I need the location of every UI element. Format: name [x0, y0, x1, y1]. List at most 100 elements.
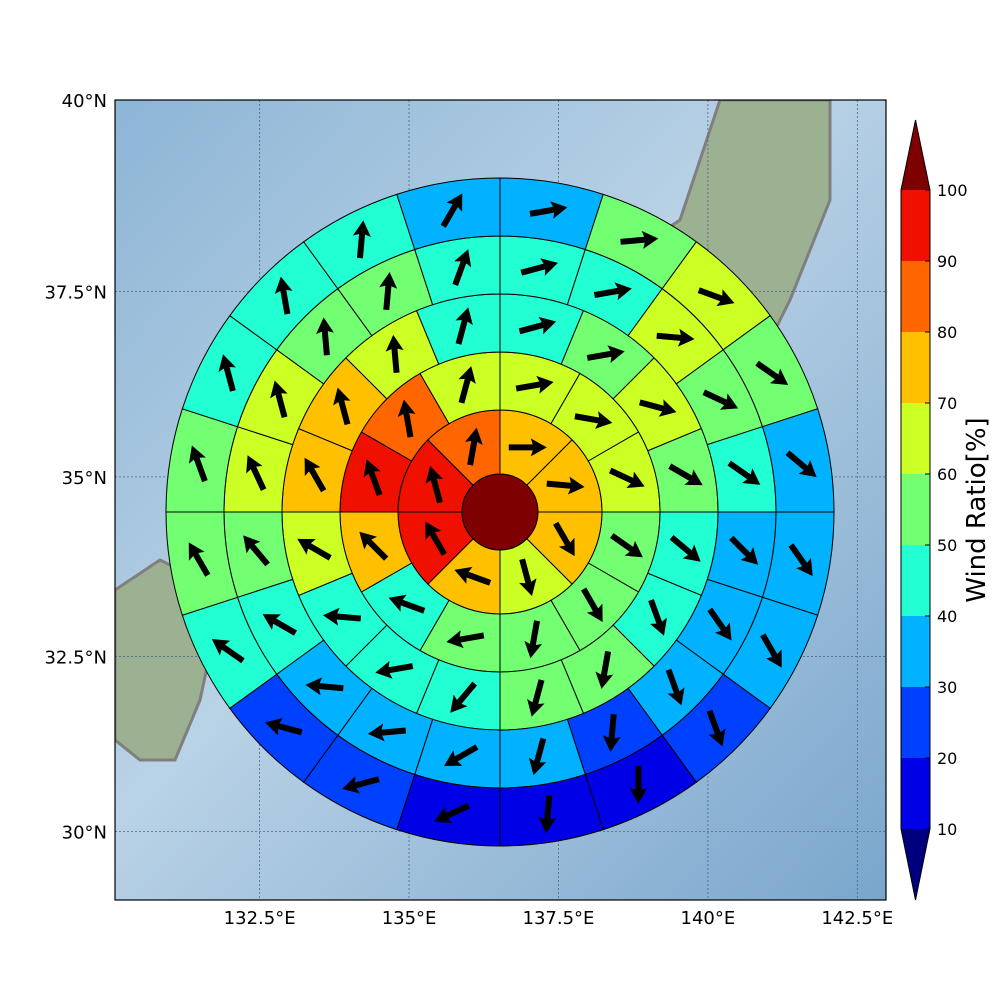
- colorbar-segment: [901, 616, 930, 687]
- wind-arrow: [553, 521, 575, 557]
- wind-arrow: [668, 463, 703, 486]
- y-tick-label: 40°N: [62, 91, 107, 112]
- wind-arrow: [648, 599, 667, 636]
- colorbar-segment: [901, 332, 930, 403]
- y-tick-label: 37.5°N: [44, 283, 107, 304]
- wind-arrow: [385, 334, 404, 374]
- colorbar-segment: [901, 403, 930, 474]
- wind-arrow: [729, 535, 759, 565]
- wind-arrow: [322, 607, 362, 626]
- wind-arrow: [656, 328, 695, 347]
- wind-arrow: [528, 737, 547, 776]
- wind-arrow: [629, 765, 648, 804]
- wind-arrow: [788, 543, 813, 577]
- wind-arrow: [574, 411, 613, 429]
- y-tick-label: 35°N: [62, 468, 107, 489]
- x-tick-label: 132.5°E: [224, 908, 296, 929]
- x-tick-label: 140°E: [681, 908, 736, 929]
- wind-arrow: [620, 230, 659, 249]
- colorbar-over: [901, 120, 930, 190]
- polar-grid: [165, 177, 835, 847]
- colorbar-tick-label: 80: [937, 323, 957, 342]
- wind-arrow: [425, 521, 447, 556]
- wind-arrow: [519, 558, 537, 596]
- wind-arrow: [455, 307, 473, 345]
- wind-arrow: [363, 459, 383, 497]
- colorbar-segment: [901, 261, 930, 332]
- wind-arrow: [760, 633, 782, 668]
- wind-arrow: [755, 360, 789, 386]
- x-tick-label: 137.5°E: [523, 908, 595, 929]
- wind-arrow: [727, 460, 761, 485]
- x-tick-label: 135°E: [382, 908, 437, 929]
- wind-arrow: [581, 587, 603, 622]
- colorbar-tick-label: 40: [937, 607, 957, 626]
- wind-arrow: [465, 427, 483, 466]
- wind-arrow: [608, 467, 645, 488]
- wind-arrow: [707, 607, 732, 641]
- wind-arrow: [274, 276, 293, 315]
- wind-arrow: [304, 457, 327, 493]
- wind-arrow: [305, 677, 344, 696]
- wind-arrow: [515, 375, 554, 394]
- wind-arrow: [246, 455, 267, 491]
- wind-arrow: [706, 709, 726, 747]
- colorbar-label: Wind Ratio[%]: [962, 417, 992, 602]
- wind-arrow: [352, 220, 371, 259]
- colorbar-tick-label: 70: [937, 394, 957, 413]
- wind-arrow: [546, 476, 585, 495]
- wind-arrow: [638, 399, 677, 417]
- wind-arrow: [538, 795, 557, 834]
- colorbar-segment: [901, 687, 930, 758]
- colorbar-segment: [901, 190, 930, 261]
- wind-arrow: [785, 450, 817, 478]
- wind-arrow: [379, 271, 398, 311]
- wind-arrow: [218, 354, 236, 392]
- x-tick-label: 142.5°E: [821, 908, 893, 929]
- wind-arrow: [188, 445, 208, 483]
- wind-arrow: [524, 620, 543, 659]
- colorbar-segment: [901, 545, 930, 616]
- wind-arrow: [669, 535, 701, 562]
- wind-arrow: [367, 723, 407, 742]
- y-tick-label: 30°N: [62, 822, 107, 843]
- wind-arrow: [375, 660, 414, 679]
- wind-arrow: [440, 193, 463, 228]
- wind-arrow: [316, 317, 334, 356]
- wind-arrow: [397, 399, 416, 438]
- wind-arrow: [702, 389, 739, 410]
- wind-arrow: [520, 258, 558, 276]
- colorbar-tick-label: 60: [937, 465, 957, 484]
- colorbar-segment: [901, 758, 930, 829]
- colorbar-tick-label: 30: [937, 678, 957, 697]
- wind-arrow: [529, 201, 568, 219]
- wind-arrow: [595, 650, 614, 689]
- wind-arrow: [262, 614, 298, 636]
- wind-arrow: [586, 345, 625, 364]
- wind-arrow: [508, 438, 547, 457]
- wind-arrow: [243, 535, 270, 567]
- colorbar-tick-label: 100: [937, 181, 968, 200]
- wind-arrow: [518, 316, 557, 335]
- wind-arrow: [211, 638, 245, 664]
- colorbar-under: [901, 829, 930, 900]
- colorbar-tick-label: 20: [937, 749, 957, 768]
- wind-arrow: [342, 776, 380, 794]
- colorbar-segment: [901, 474, 930, 545]
- wind-arrow: [270, 380, 288, 419]
- wind-arrow: [333, 387, 351, 426]
- wind-arrow: [697, 287, 735, 307]
- wind-arrow: [665, 668, 685, 706]
- wind-arrow: [388, 594, 426, 614]
- wind-arrow: [602, 713, 621, 753]
- wind-arrow: [446, 630, 485, 649]
- colorbar: 10 20 30 40 50 60 70 80 90 100: [900, 119, 968, 901]
- colorbar-tick-label: 50: [937, 536, 957, 555]
- wind-arrow: [297, 538, 332, 561]
- wind-arrow: [450, 681, 477, 713]
- wind-arrow: [452, 249, 472, 286]
- wind-arrow: [359, 531, 389, 561]
- wind-arrow: [425, 465, 443, 504]
